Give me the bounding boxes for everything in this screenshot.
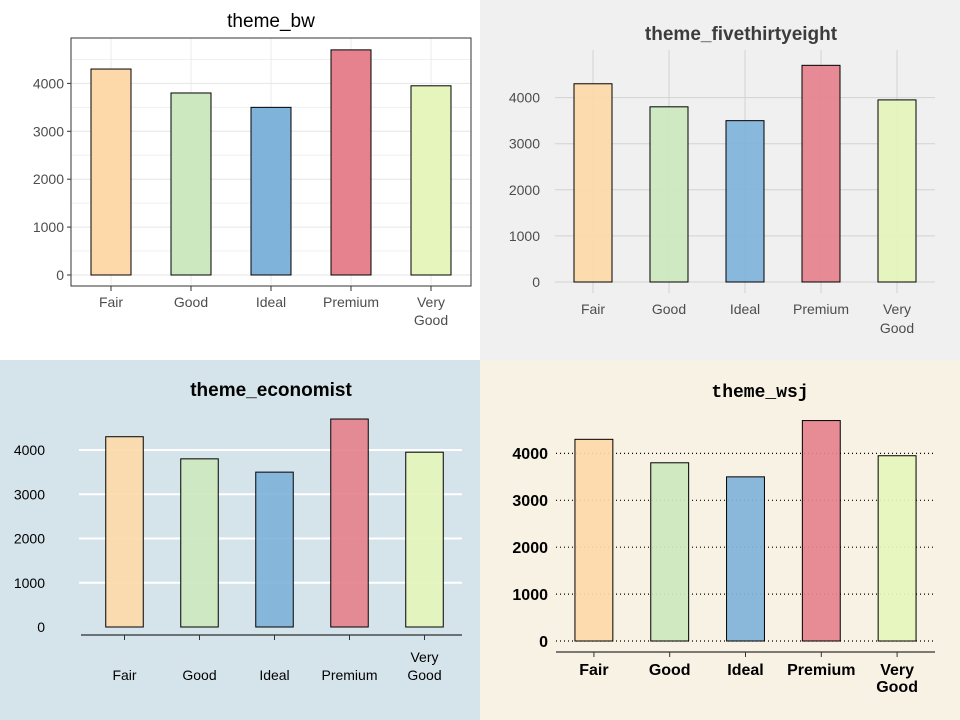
y-tick-label: 3000 — [512, 493, 548, 510]
x-tick-label-very-good: Very Good — [407, 649, 441, 683]
bar-very-good — [405, 451, 444, 628]
bar-good — [180, 458, 219, 628]
x-tick-label-very-good: Very Good — [876, 662, 918, 696]
y-tick-label: 4000 — [509, 90, 540, 106]
y-tick-label: 3000 — [14, 486, 45, 502]
chart-title: theme_fivethirtyeight — [645, 24, 838, 45]
bar-very-good — [877, 99, 917, 283]
bar-fair — [90, 68, 132, 276]
x-tick-label-ideal: Ideal — [730, 301, 760, 317]
x-tick-label-premium: Premium — [323, 294, 379, 310]
y-tick-label: 1000 — [509, 228, 540, 244]
x-tick-label-good: Good — [182, 667, 216, 683]
chart-panel-theme-wsj: 0 1000 2000 3000 4000 Fair Good Ideal Premium Ver… — [480, 360, 960, 720]
chart-title: theme_bw — [227, 11, 315, 32]
y-tick-label: 1000 — [512, 587, 548, 604]
bar-premium — [801, 420, 841, 642]
y-tick-label: 2000 — [33, 171, 64, 187]
bar-ideal — [726, 476, 765, 642]
bar-very-good — [410, 85, 452, 276]
y-tick-label: 2000 — [14, 531, 45, 547]
x-tick-label-good: Good — [652, 301, 686, 317]
chart-svg-theme-wsj: 0 1000 2000 3000 4000 Fair Good Ideal Premium Ver… — [512, 383, 935, 696]
chart-panel-theme-bw: 0 1000 2000 3000 4000 Fair Good Ideal Premium Ver… — [0, 0, 480, 360]
y-tick-label: 4000 — [14, 442, 45, 458]
y-tick-label: 2000 — [509, 182, 540, 198]
x-tick-label-premium: Premium — [321, 667, 377, 683]
chart-svg-theme-bw: 0 1000 2000 3000 4000 Fair Good Ideal Premium Ver… — [33, 11, 472, 328]
chart-svg-theme-economist: 0 1000 2000 3000 4000 Fair Good Ideal Premium Ver… — [14, 380, 462, 683]
x-tick-label-very-good: Very Good — [414, 294, 448, 328]
x-tick-label-premium: Premium — [793, 301, 849, 317]
bar-ideal — [725, 120, 765, 283]
x-tick-label-fair: Fair — [581, 301, 605, 317]
y-tick-label: 3000 — [509, 136, 540, 152]
y-tick-label: 2000 — [512, 540, 548, 557]
chart-title: theme_wsj — [711, 383, 808, 403]
y-tick-label: 1000 — [14, 575, 45, 591]
chart-svg-theme-fivethirtyeight: 0 1000 2000 3000 4000 Fair Good Ideal Premium Ver… — [509, 24, 935, 336]
y-tick-label: 3000 — [33, 123, 64, 139]
bar-good — [650, 462, 690, 642]
x-tick-label-fair: Fair — [99, 294, 123, 310]
x-tick-label-fair: Fair — [112, 667, 136, 683]
x-tick-label-ideal: Ideal — [259, 667, 289, 683]
bar-fair — [574, 438, 614, 642]
chart-title: theme_economist — [190, 380, 352, 401]
y-tick-label: 4000 — [512, 446, 548, 463]
y-tick-label: 1000 — [33, 219, 64, 235]
bar-ideal — [250, 106, 292, 276]
bar-premium — [330, 49, 372, 276]
x-tick-label-premium: Premium — [787, 662, 855, 679]
x-tick-label-good: Good — [649, 662, 691, 679]
bar-good — [170, 92, 212, 276]
chart-panel-theme-fivethirtyeight: 0 1000 2000 3000 4000 Fair Good Ideal Premium Ver… — [480, 0, 960, 360]
x-tick-label-ideal: Ideal — [727, 662, 763, 679]
bar-fair — [105, 436, 144, 628]
x-tick-label-very-good: Very Good — [880, 301, 914, 336]
bar-ideal — [255, 471, 294, 628]
bar-fair — [573, 83, 613, 283]
x-tick-label-good: Good — [174, 294, 208, 310]
y-tick-label: 0 — [56, 267, 64, 283]
y-tick-label: 0 — [37, 619, 45, 635]
bar-good — [649, 106, 689, 283]
bar-premium — [801, 64, 841, 283]
chart-panel-theme-economist: 0 1000 2000 3000 4000 Fair Good Ideal Premium Ver… — [0, 360, 480, 720]
y-tick-label: 4000 — [33, 75, 64, 91]
y-tick-label: 0 — [539, 634, 548, 651]
y-tick-label: 0 — [532, 274, 540, 290]
bar-very-good — [877, 455, 917, 642]
x-tick-label-ideal: Ideal — [256, 294, 286, 310]
bar-premium — [330, 418, 369, 628]
x-tick-label-fair: Fair — [579, 662, 608, 679]
